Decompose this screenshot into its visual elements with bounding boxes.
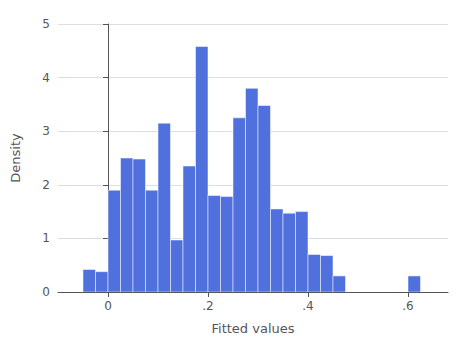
svg-text:0: 0: [104, 299, 112, 313]
svg-text:1: 1: [42, 231, 50, 245]
svg-text:.6: .6: [402, 299, 413, 313]
svg-text:.2: .2: [202, 299, 213, 313]
svg-text:Fitted values: Fitted values: [211, 321, 294, 336]
svg-text:0: 0: [42, 285, 50, 299]
svg-text:2: 2: [42, 178, 50, 192]
svg-text:4: 4: [42, 71, 50, 85]
svg-text:3: 3: [42, 124, 50, 138]
svg-text:5: 5: [42, 17, 50, 31]
svg-text:.4: .4: [302, 299, 313, 313]
svg-text:Density: Density: [8, 133, 23, 183]
